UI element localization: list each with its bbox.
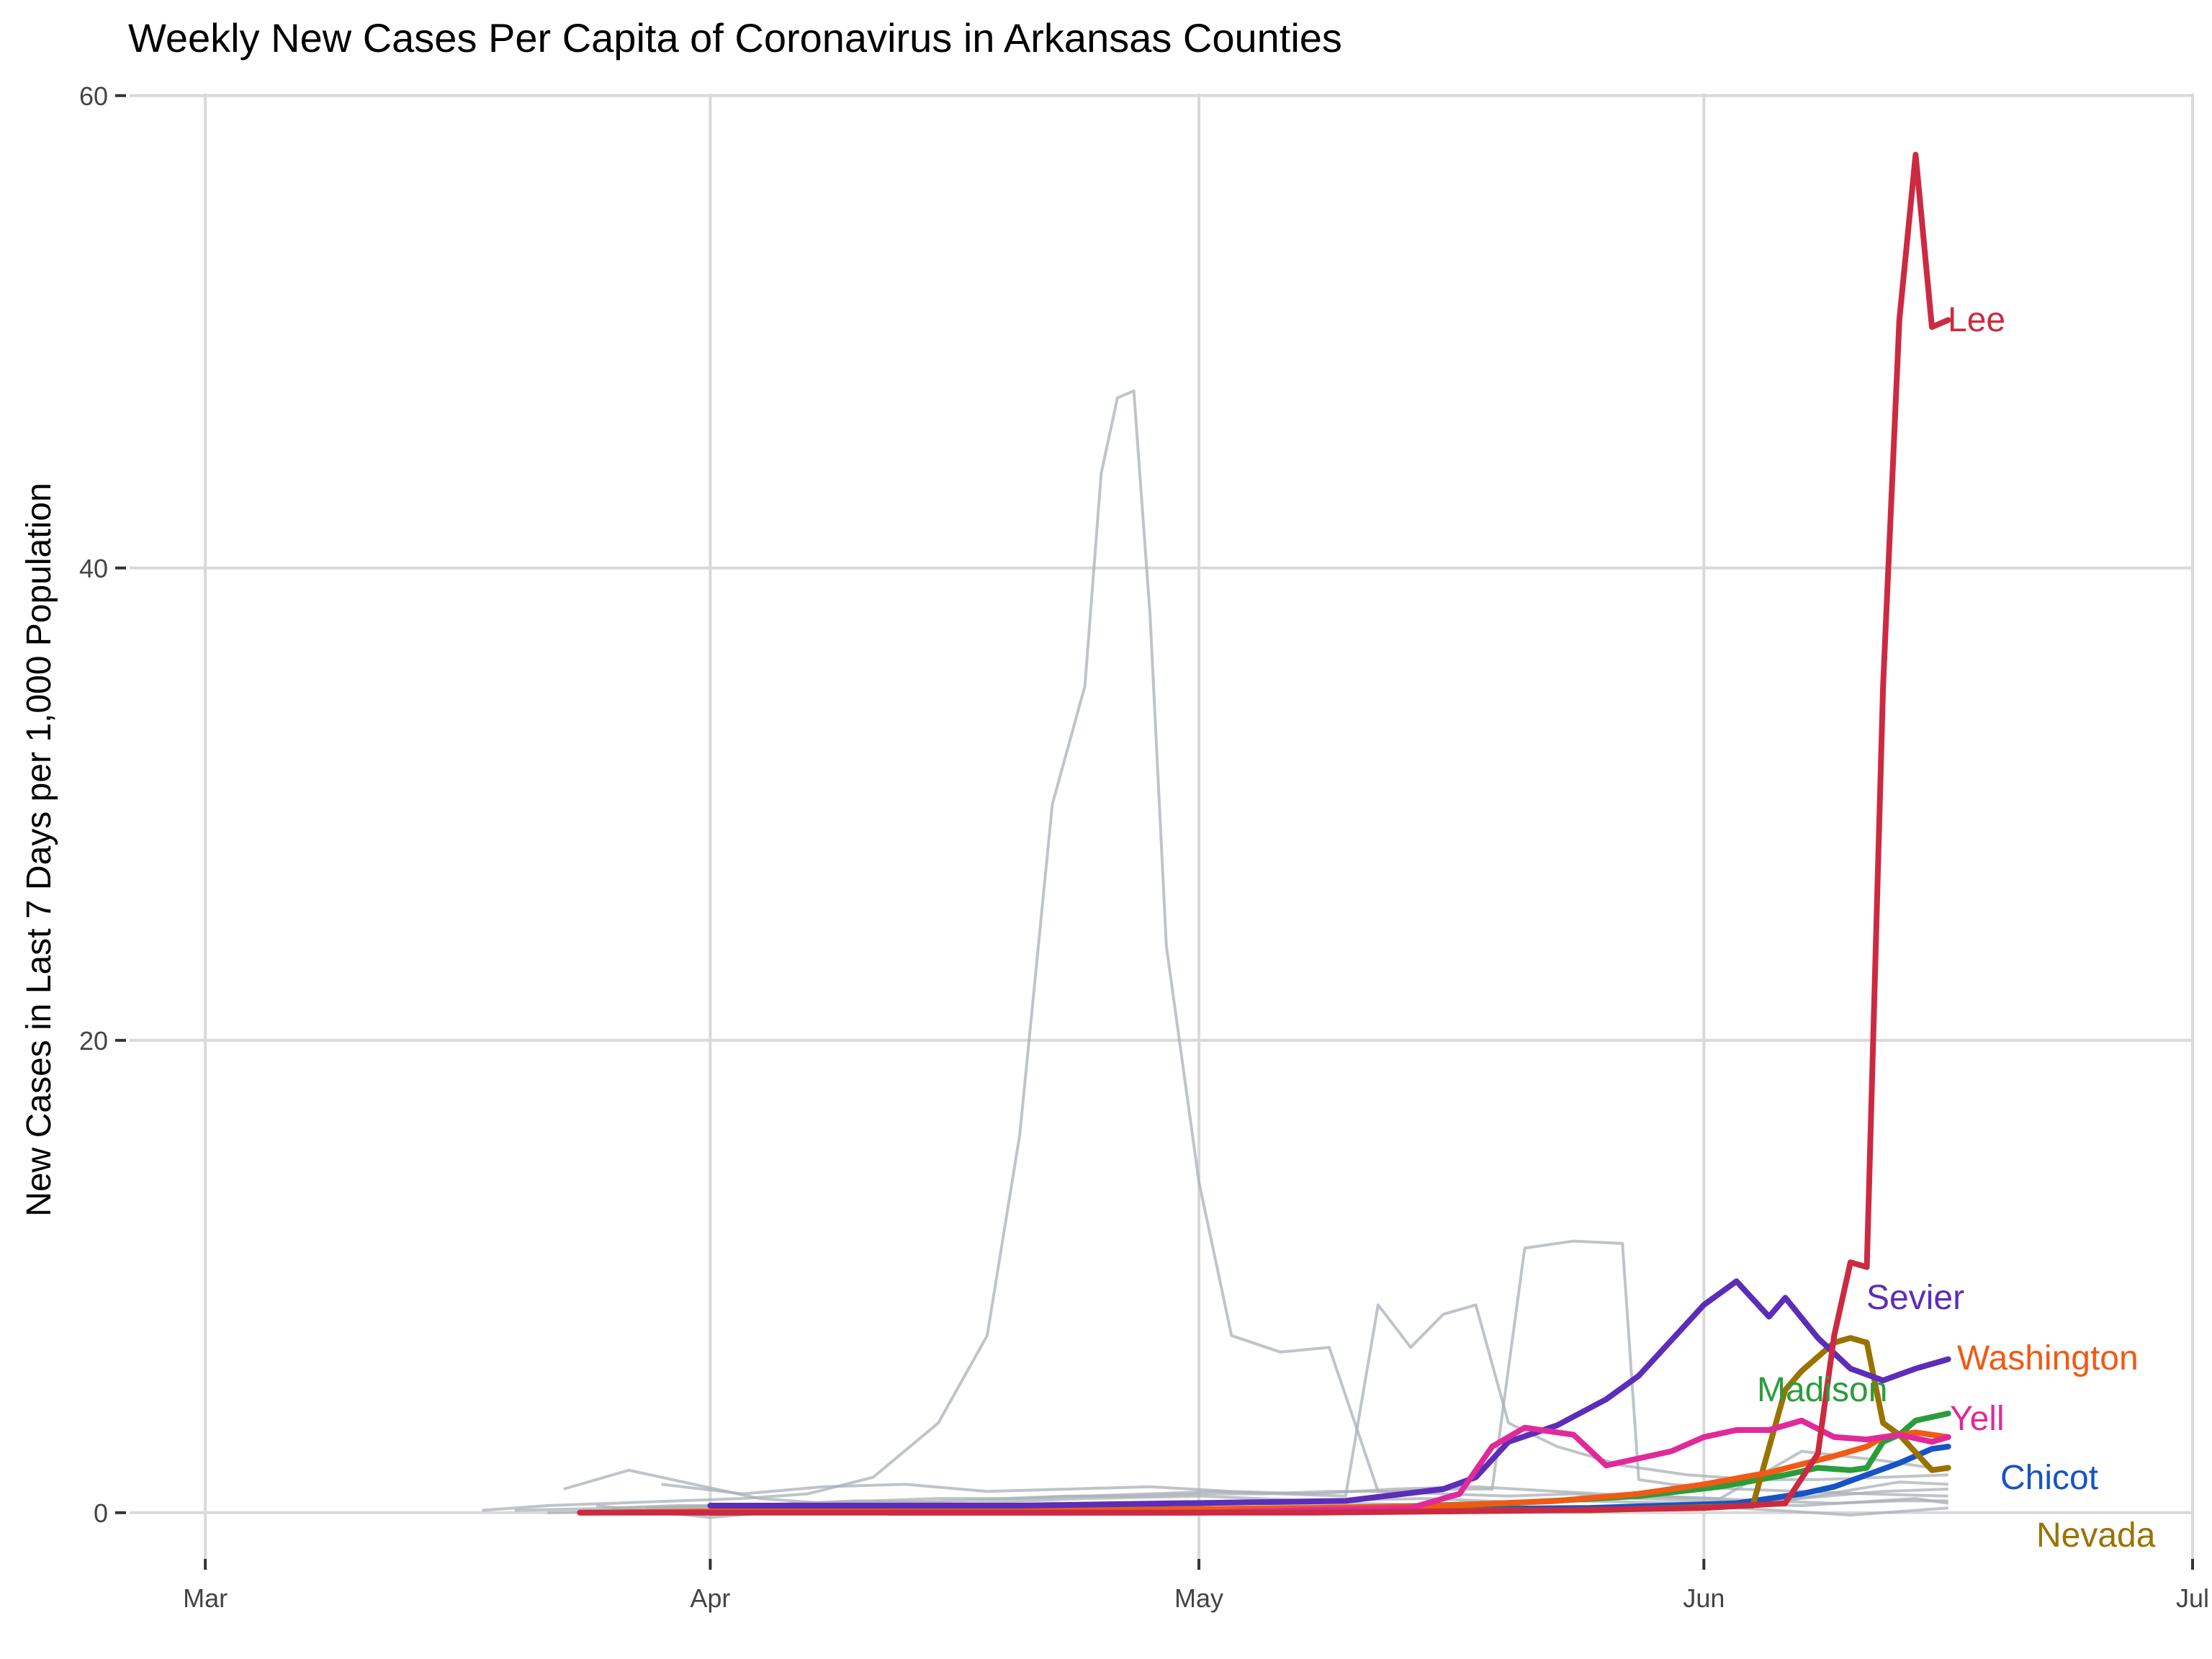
series-label-nevada: Nevada bbox=[2036, 1516, 2156, 1555]
background-series-line bbox=[482, 389, 1948, 1512]
series-line-nevada bbox=[707, 1335, 1951, 1516]
series-label-chicot: Chicot bbox=[2000, 1459, 2098, 1497]
y-tick-label: 60 bbox=[79, 81, 108, 111]
background-series-group bbox=[482, 389, 1948, 1519]
series-label-madison: Madison bbox=[1757, 1371, 1887, 1409]
x-tick-label: Apr bbox=[690, 1583, 730, 1613]
y-tick-label: 40 bbox=[79, 554, 108, 583]
x-tick-label: Jul bbox=[2176, 1583, 2209, 1613]
background-series-line bbox=[563, 1303, 1948, 1505]
y-axis-title: New Cases in Last 7 Days per 1,000 Popul… bbox=[20, 482, 58, 1216]
grid-lines bbox=[130, 94, 2194, 1559]
y-tick-label: 0 bbox=[94, 1498, 108, 1528]
series-label-washington: Washington bbox=[1957, 1339, 2139, 1377]
x-tick-label: May bbox=[1174, 1583, 1223, 1613]
series-label-lee: Lee bbox=[1948, 301, 2005, 339]
series-label-sevier: Sevier bbox=[1866, 1279, 1964, 1317]
chart-title: Weekly New Cases Per Capita of Coronavir… bbox=[128, 15, 1342, 60]
axes: 0 20 40 60 Mar Apr May Jun Jul bbox=[79, 81, 2209, 1613]
series-labels: Lee Sevier Washington Madison Yell Chicot Neva… bbox=[1757, 301, 2156, 1555]
series-line-lee bbox=[577, 151, 1951, 1516]
x-tick-label: Jun bbox=[1683, 1583, 1725, 1613]
series-line-yell bbox=[886, 1417, 1951, 1516]
series-label-yell: Yell bbox=[1950, 1400, 2005, 1438]
background-series-line bbox=[612, 1239, 1948, 1510]
x-tick-label: Mar bbox=[183, 1583, 228, 1613]
y-tick-label: 20 bbox=[79, 1026, 108, 1056]
series-line-sevier bbox=[707, 1278, 1951, 1509]
highlighted-series-group bbox=[577, 151, 1951, 1516]
